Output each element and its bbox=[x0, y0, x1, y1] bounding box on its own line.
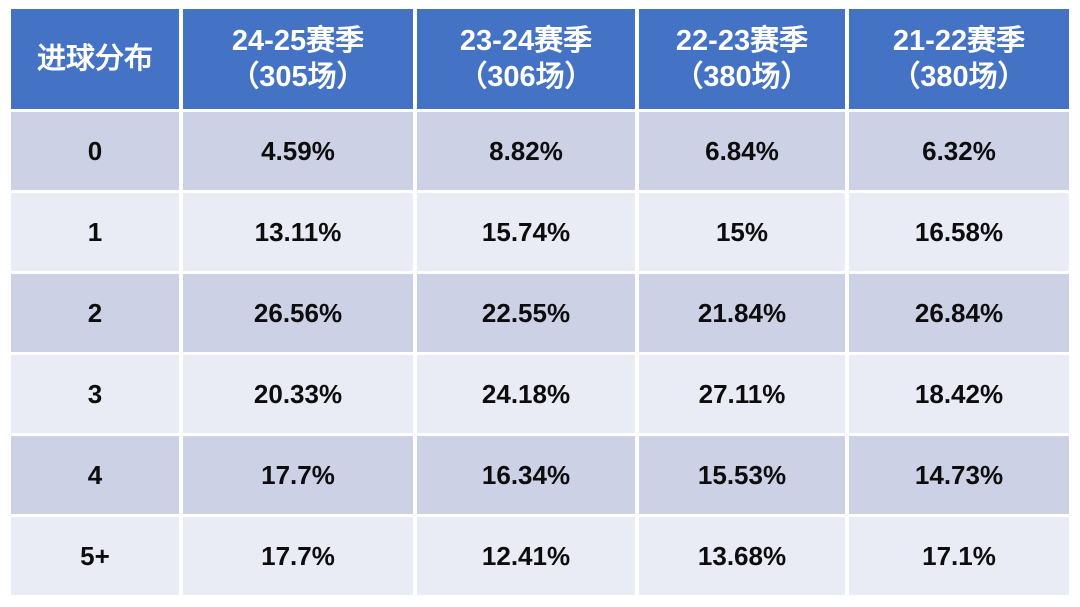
value-cell: 16.34% bbox=[417, 436, 635, 514]
season-label: 24-25赛季 bbox=[231, 24, 365, 57]
season-match-count: （306场） bbox=[458, 61, 594, 93]
table-row-5plus: 5+ 17.7% 12.41% 13.68% 17.1% bbox=[11, 517, 1069, 595]
value-cell: 18.42% bbox=[849, 355, 1069, 433]
header-cell-goal-distribution: 进球分布 bbox=[11, 9, 179, 109]
value-cell: 26.56% bbox=[183, 274, 413, 352]
value-cell: 27.11% bbox=[639, 355, 845, 433]
season-label: 22-23赛季 bbox=[675, 24, 809, 57]
season-label: 23-24赛季 bbox=[459, 24, 593, 57]
goal-distribution-table: 进球分布 24-25赛季 （305场） 23-24赛季 （306场） 22-23赛季 （3… bbox=[7, 6, 1073, 598]
table-row-2: 2 26.56% 22.55% 21.84% 26.84% bbox=[11, 274, 1069, 352]
header-cell-season-22-23: 22-23赛季 （380场） bbox=[639, 9, 845, 109]
value-cell: 12.41% bbox=[417, 517, 635, 595]
value-cell: 4.59% bbox=[183, 112, 413, 190]
value-cell: 6.84% bbox=[639, 112, 845, 190]
header-cell-season-21-22: 21-22赛季 （380场） bbox=[849, 9, 1069, 109]
row-label: 0 bbox=[11, 112, 179, 190]
value-cell: 13.11% bbox=[183, 193, 413, 271]
value-cell: 22.55% bbox=[417, 274, 635, 352]
value-cell: 15.74% bbox=[417, 193, 635, 271]
value-cell: 17.7% bbox=[183, 436, 413, 514]
value-cell: 14.73% bbox=[849, 436, 1069, 514]
table-row-1: 1 13.11% 15.74% 15% 16.58% bbox=[11, 193, 1069, 271]
value-cell: 17.1% bbox=[849, 517, 1069, 595]
row-label: 3 bbox=[11, 355, 179, 433]
row-label: 1 bbox=[11, 193, 179, 271]
season-match-count: （380场） bbox=[891, 61, 1027, 93]
table-row-0: 0 4.59% 8.82% 6.84% 6.32% bbox=[11, 112, 1069, 190]
header-cell-season-24-25: 24-25赛季 （305场） bbox=[183, 9, 413, 109]
season-match-count: （380场） bbox=[674, 61, 810, 93]
row-label: 4 bbox=[11, 436, 179, 514]
value-cell: 15% bbox=[639, 193, 845, 271]
table-row-4: 4 17.7% 16.34% 15.53% 14.73% bbox=[11, 436, 1069, 514]
value-cell: 21.84% bbox=[639, 274, 845, 352]
value-cell: 16.58% bbox=[849, 193, 1069, 271]
season-match-count: （305场） bbox=[230, 61, 366, 93]
value-cell: 13.68% bbox=[639, 517, 845, 595]
value-cell: 8.82% bbox=[417, 112, 635, 190]
table-header-row: 进球分布 24-25赛季 （305场） 23-24赛季 （306场） 22-23赛季 （3… bbox=[11, 9, 1069, 109]
value-cell: 15.53% bbox=[639, 436, 845, 514]
value-cell: 26.84% bbox=[849, 274, 1069, 352]
value-cell: 17.7% bbox=[183, 517, 413, 595]
season-label: 21-22赛季 bbox=[892, 24, 1026, 57]
table-row-3: 3 20.33% 24.18% 27.11% 18.42% bbox=[11, 355, 1069, 433]
row-label: 5+ bbox=[11, 517, 179, 595]
row-label: 2 bbox=[11, 274, 179, 352]
value-cell: 6.32% bbox=[849, 112, 1069, 190]
value-cell: 24.18% bbox=[417, 355, 635, 433]
header-cell-season-23-24: 23-24赛季 （306场） bbox=[417, 9, 635, 109]
value-cell: 20.33% bbox=[183, 355, 413, 433]
table-body: 0 4.59% 8.82% 6.84% 6.32% 1 13.11% 15.74% 15% 16.… bbox=[11, 112, 1069, 595]
